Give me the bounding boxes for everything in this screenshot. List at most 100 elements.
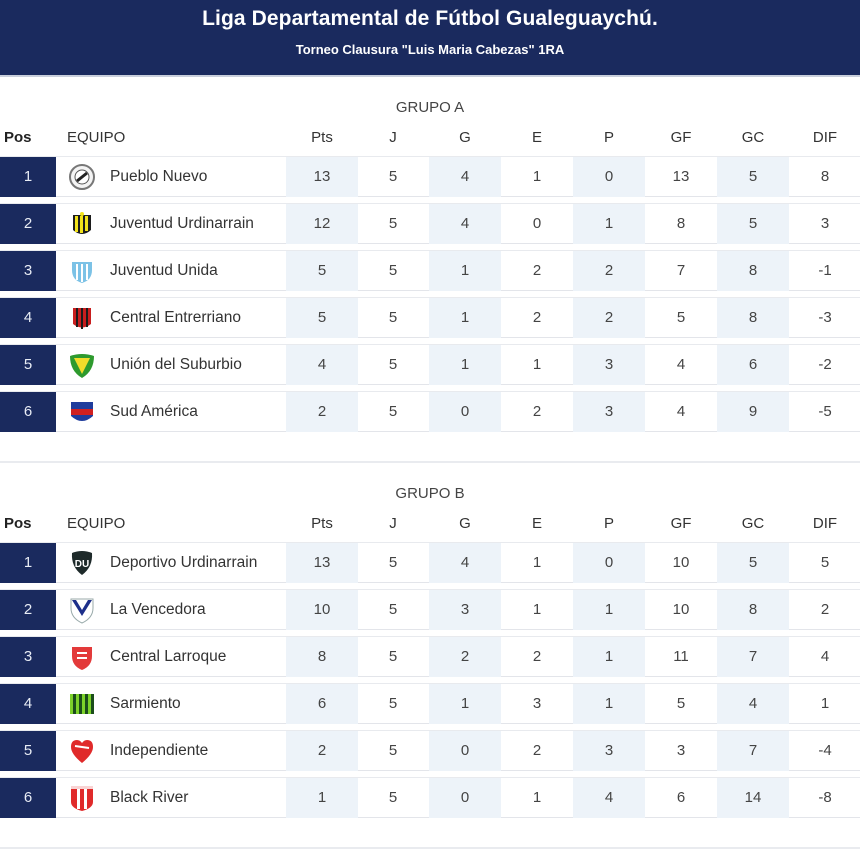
stat-dif: -3 — [818, 309, 832, 326]
col-header-dif: DIF — [812, 515, 838, 532]
stat-pts: 13 — [286, 543, 358, 583]
stat-pts: 4 — [286, 345, 358, 385]
col-header-j: J — [389, 515, 397, 532]
table-row[interactable]: 2 La Vencedora 10 5 3 1 1 10 8 2 — [0, 589, 860, 630]
stat-j: 5 — [388, 215, 398, 232]
team-name[interactable]: Independiente — [110, 742, 209, 759]
table-header: Pos EQUIPO Pts J G E P GF GC DIF — [0, 129, 860, 151]
stat-p: 0 — [573, 157, 645, 197]
stat-gf: 4 — [676, 356, 686, 373]
table-row[interactable]: 4 Sarmiento 6 5 1 3 1 5 4 1 — [0, 683, 860, 724]
stat-gc: 6 — [717, 345, 789, 385]
position-badge: 3 — [0, 251, 56, 291]
team-name[interactable]: Sarmiento — [110, 695, 181, 712]
stat-gf: 8 — [676, 215, 686, 232]
stat-gc: 7 — [717, 731, 789, 771]
stat-g: 4 — [429, 543, 501, 583]
stat-p: 3 — [573, 345, 645, 385]
sud-america-crest-icon — [68, 398, 96, 426]
stat-e: 1 — [532, 168, 542, 185]
stat-g: 4 — [429, 157, 501, 197]
stat-dif: 8 — [820, 168, 830, 185]
stat-pts: 5 — [286, 298, 358, 338]
stat-pts: 12 — [286, 204, 358, 244]
col-header-g: G — [459, 515, 471, 532]
team-name[interactable]: Deportivo Urdinarrain — [110, 554, 258, 571]
stat-g: 0 — [429, 731, 501, 771]
stat-g: 1 — [429, 251, 501, 291]
stat-pts: 2 — [286, 392, 358, 432]
team-name[interactable]: Sud América — [110, 403, 198, 420]
stat-e: 2 — [532, 742, 542, 759]
stat-g: 0 — [429, 778, 501, 818]
stat-j: 5 — [388, 262, 398, 279]
position-badge: 2 — [0, 204, 56, 244]
col-header-pos: Pos — [4, 515, 32, 532]
stat-gf: 7 — [676, 262, 686, 279]
position-badge: 5 — [0, 345, 56, 385]
stat-dif: -5 — [818, 403, 832, 420]
group-title: GRUPO A — [395, 99, 465, 116]
pueblo-nuevo-crest-icon — [68, 163, 96, 191]
team-name[interactable]: Pueblo Nuevo — [110, 168, 208, 185]
table-row[interactable]: 5 Unión del Suburbio 4 5 1 1 3 4 6 -2 — [0, 344, 860, 385]
stat-p: 2 — [573, 251, 645, 291]
stat-j: 5 — [388, 554, 398, 571]
table-row[interactable]: 4 Central Entrerriano 5 5 1 2 2 5 8 -3 — [0, 297, 860, 338]
central-larroque-crest-icon — [68, 643, 96, 671]
team-name[interactable]: Central Entrerriano — [110, 309, 241, 326]
col-header-team: EQUIPO — [67, 515, 126, 532]
table-row[interactable]: 2 Juventud Urdinarrain 12 5 4 0 1 8 5 3 — [0, 203, 860, 244]
stat-pts: 13 — [286, 157, 358, 197]
stat-gf: 10 — [672, 554, 690, 571]
col-header-pts: Pts — [311, 129, 333, 146]
stat-dif: -1 — [818, 262, 832, 279]
stat-g: 3 — [429, 590, 501, 630]
stat-e: 2 — [532, 403, 542, 420]
team-name[interactable]: Central Larroque — [110, 648, 227, 665]
stat-j: 5 — [388, 648, 398, 665]
team-name[interactable]: Juventud Unida — [110, 262, 218, 279]
stat-j: 5 — [388, 695, 398, 712]
stat-p: 3 — [573, 392, 645, 432]
stat-j: 5 — [388, 601, 398, 618]
stat-e: 1 — [532, 356, 542, 373]
table-row[interactable]: 1 DU Deportivo Urdinarrain 13 5 4 1 0 10 5 5 — [0, 542, 860, 583]
sarmiento-crest-icon — [68, 690, 96, 718]
stat-e: 2 — [532, 309, 542, 326]
position-badge: 1 — [0, 157, 56, 197]
position-badge: 6 — [0, 778, 56, 818]
position-badge: 1 — [0, 543, 56, 583]
stat-gf: 11 — [673, 648, 689, 665]
table-row[interactable]: 5 Independiente 2 5 0 2 3 3 7 -4 — [0, 730, 860, 771]
group-table-a: GRUPO A Pos EQUIPO Pts J G E P GF GC DIF 1 Pueblo Nu… — [0, 99, 860, 439]
col-header-e: E — [531, 515, 542, 532]
team-name[interactable]: Juventud Urdinarrain — [110, 215, 254, 232]
team-name[interactable]: La Vencedora — [110, 601, 206, 618]
stat-p: 1 — [573, 637, 645, 677]
stat-dif: 4 — [820, 648, 830, 665]
stat-gf: 5 — [676, 695, 686, 712]
stat-dif: -2 — [818, 356, 832, 373]
col-header-p: P — [603, 129, 614, 146]
position-badge: 5 — [0, 731, 56, 771]
table-row[interactable]: 6 Sud América 2 5 0 2 3 4 9 -5 — [0, 391, 860, 432]
table-row[interactable]: 3 Central Larroque 8 5 2 2 1 11 7 4 — [0, 636, 860, 677]
stat-g: 1 — [429, 684, 501, 724]
table-row[interactable]: 6 Black River 1 5 0 1 4 6 14 -8 — [0, 777, 860, 818]
stat-gc: 8 — [717, 251, 789, 291]
black-river-crest-icon — [68, 784, 96, 812]
team-name[interactable]: Black River — [110, 789, 189, 806]
stat-gf: 6 — [676, 789, 686, 806]
position-badge: 4 — [0, 298, 56, 338]
stat-gc: 8 — [717, 590, 789, 630]
team-name[interactable]: Unión del Suburbio — [110, 356, 242, 373]
stat-e: 2 — [532, 648, 542, 665]
stat-e: 1 — [532, 601, 542, 618]
union-del-suburbio-crest-icon — [68, 351, 96, 379]
position-badge: 2 — [0, 590, 56, 630]
table-row[interactable]: 3 Juventud Unida 5 5 1 2 2 7 8 -1 — [0, 250, 860, 291]
stat-dif: -4 — [818, 742, 832, 759]
stat-gc: 5 — [717, 157, 789, 197]
table-row[interactable]: 1 Pueblo Nuevo 13 5 4 1 0 13 5 8 — [0, 156, 860, 197]
